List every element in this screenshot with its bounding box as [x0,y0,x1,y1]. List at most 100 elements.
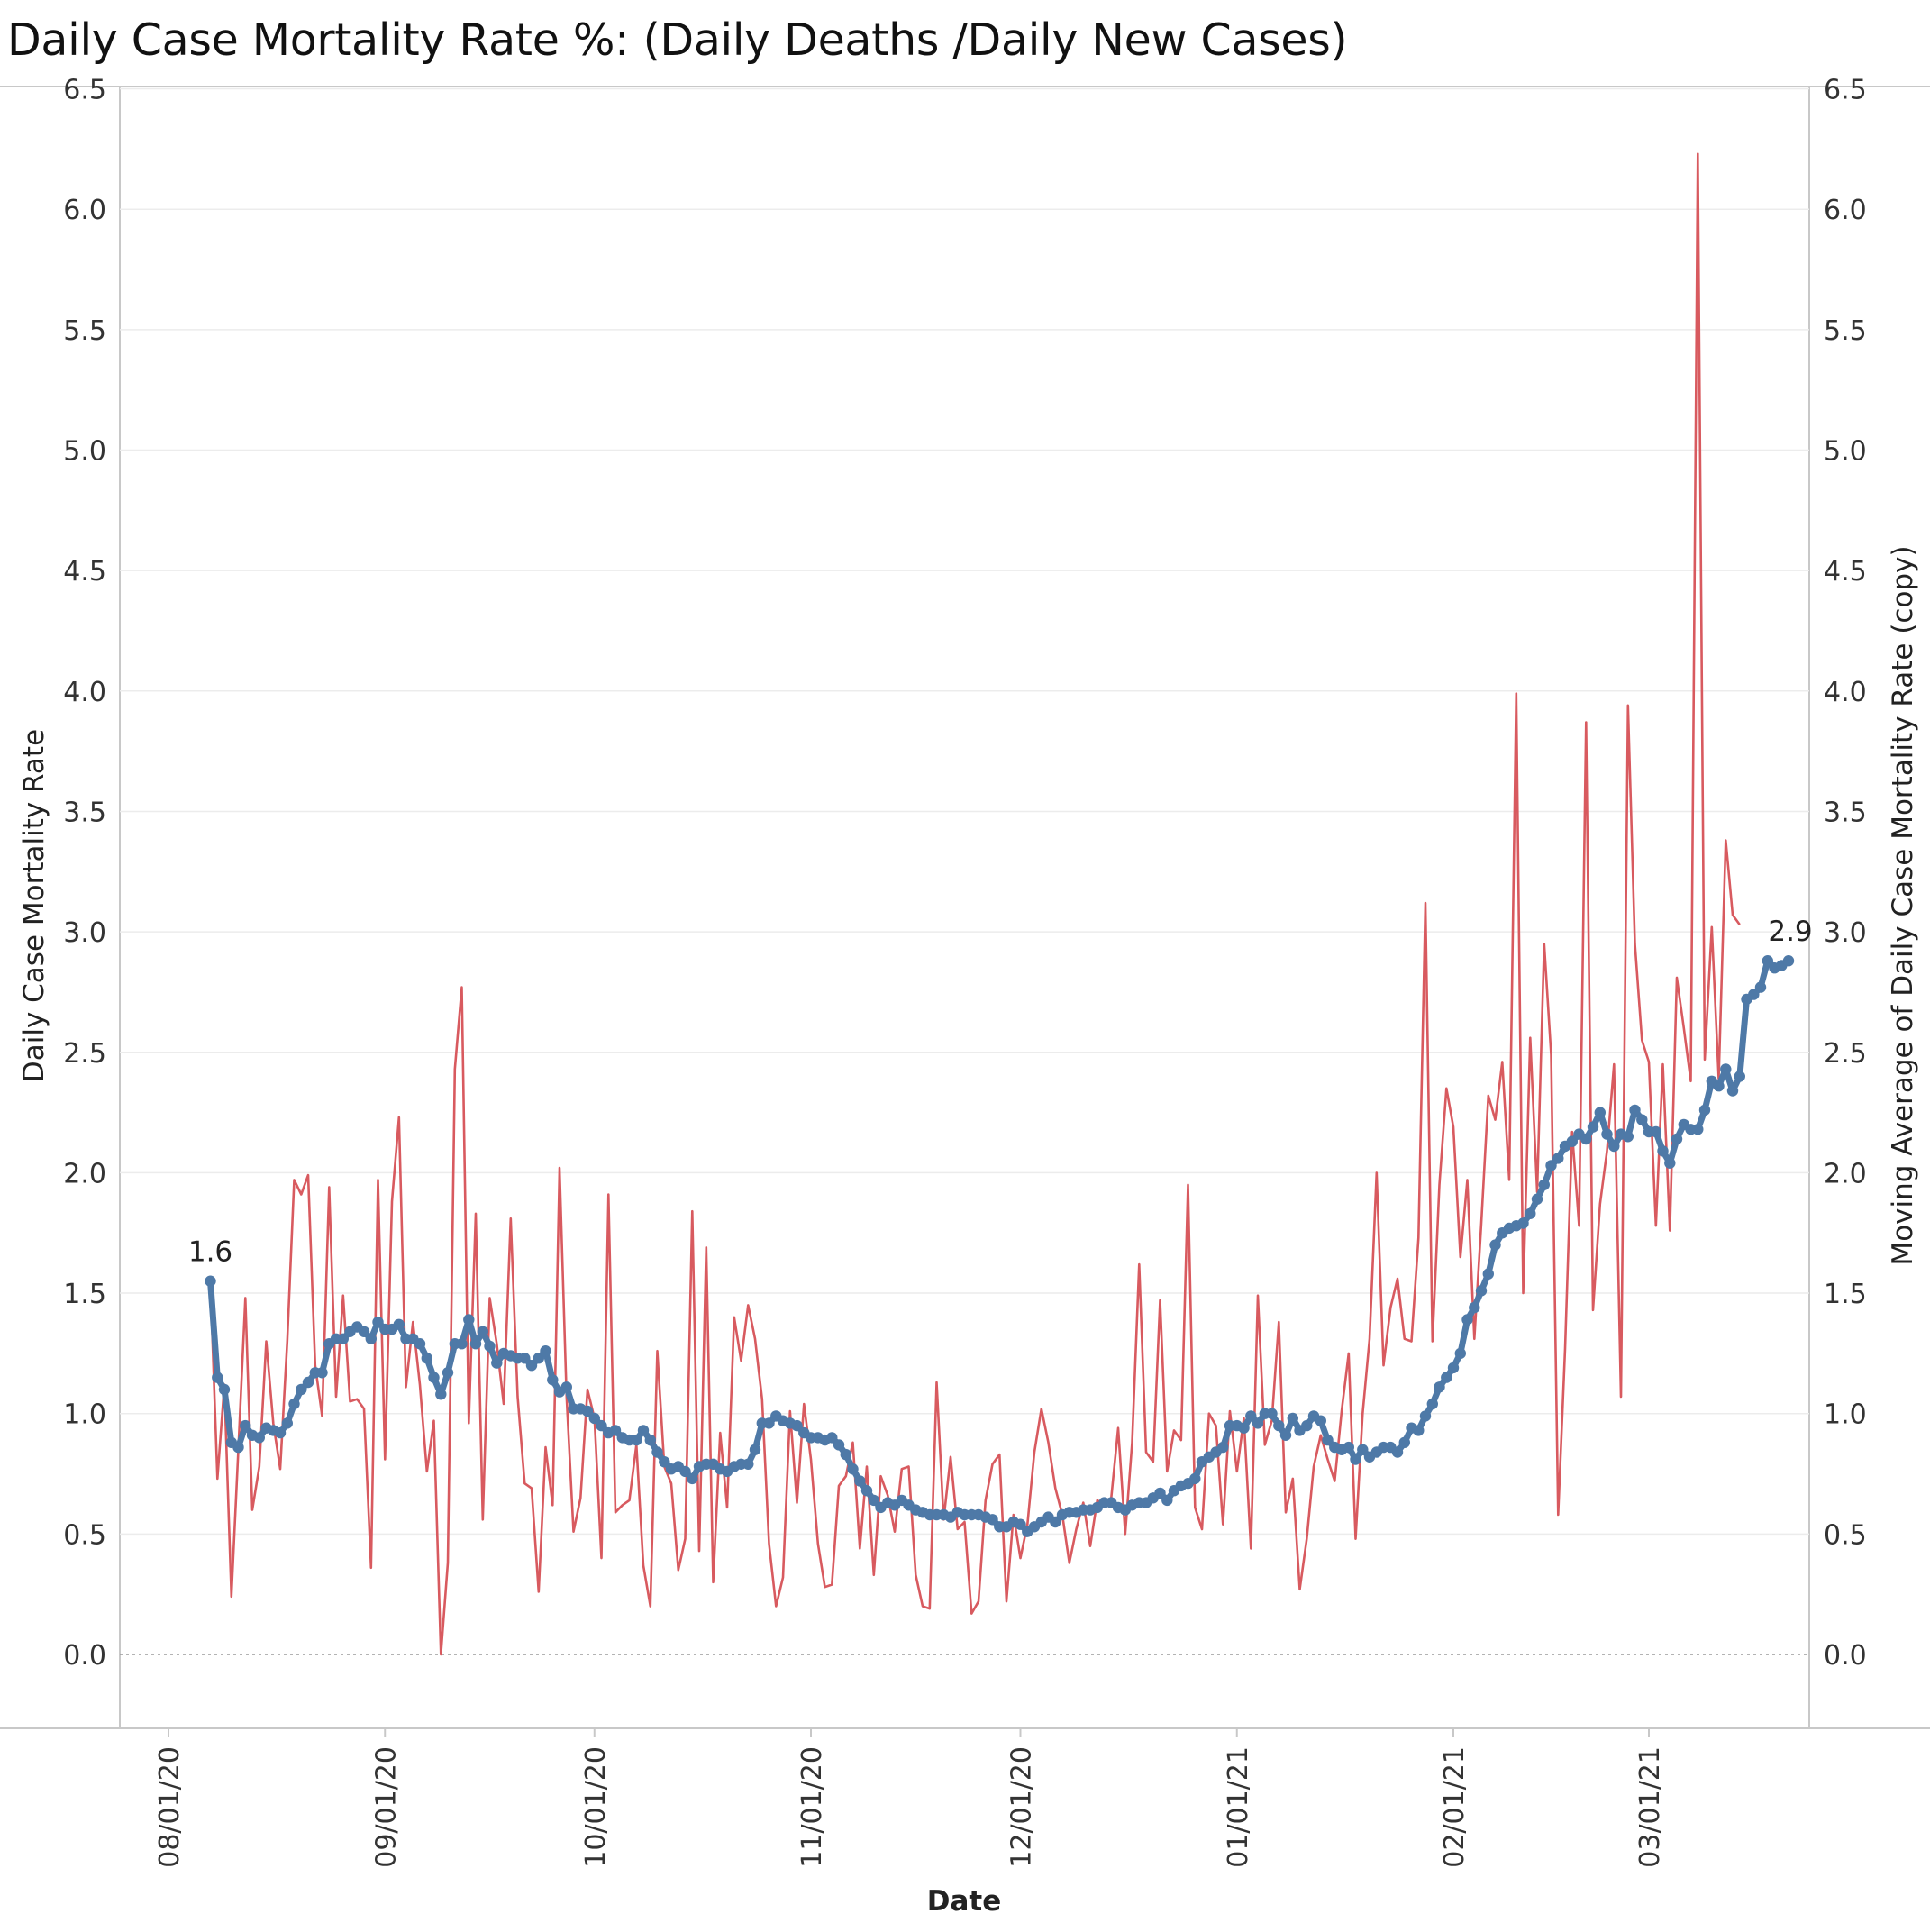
x-tick-label: 12/01/20 [1006,1746,1038,1868]
chart-frame [0,86,1930,1729]
y-tick-label-left: 5.5 [63,315,106,347]
moving-average-point [1419,1410,1432,1422]
moving-average-point [240,1419,251,1432]
y-tick-label-right: 2.5 [1824,1038,1867,1070]
moving-average-point [1391,1446,1404,1458]
moving-average-point [1426,1398,1439,1410]
moving-average-point [1552,1153,1564,1164]
moving-average-point [1343,1441,1355,1454]
moving-average-point [302,1376,314,1389]
data-label: 2.9 [1768,916,1812,948]
moving-average-point [1734,1071,1746,1082]
moving-average-point [1266,1408,1278,1419]
moving-average-point [1580,1133,1592,1145]
moving-average-point [1517,1217,1529,1229]
moving-average-point [435,1389,447,1400]
moving-average-point [826,1432,838,1444]
moving-average-point [1782,955,1795,967]
y-tick-label-left: 1.0 [63,1399,106,1431]
x-tick-label: 11/01/20 [797,1746,828,1868]
moving-average-point [749,1444,761,1456]
moving-average-point [358,1326,370,1338]
moving-average-point [1726,1085,1739,1097]
moving-average-point [218,1383,231,1396]
moving-average-point [763,1417,775,1429]
moving-average-point [1698,1104,1711,1116]
moving-average-point [1398,1436,1411,1449]
moving-average-point [588,1412,600,1425]
moving-average-point [393,1318,405,1331]
x-tick-label: 01/01/21 [1223,1746,1254,1868]
moving-average-point [316,1367,328,1379]
moving-average-point [442,1367,454,1379]
moving-average-point [525,1360,538,1372]
moving-average-point [1434,1381,1445,1393]
moving-average-point [687,1472,698,1485]
moving-average-point [1566,1135,1579,1147]
moving-average-point [1671,1133,1683,1145]
moving-average-point [868,1494,879,1507]
moving-average-point [1608,1140,1620,1153]
y-tick-label-right: 1.0 [1824,1399,1867,1431]
moving-average-point [1692,1124,1704,1135]
y-tick-label-right: 6.5 [1824,75,1867,106]
moving-average-point [659,1456,670,1468]
y-tick-label-right: 3.5 [1824,797,1867,828]
moving-average-point [854,1475,866,1487]
moving-average-point [1720,1063,1732,1075]
moving-average-point [477,1326,488,1338]
moving-average-point [253,1432,265,1444]
y-tick-label-left: 2.0 [63,1158,106,1189]
x-tick-label: 09/01/20 [370,1746,402,1868]
moving-average-point [1050,1516,1061,1528]
moving-average-point [1531,1193,1543,1206]
moving-average-point [519,1353,531,1364]
chart-title: Daily Case Mortality Rate %: (Daily Deat… [7,14,1348,66]
y-tick-label-right: 5.0 [1824,436,1867,468]
moving-average-point [742,1458,754,1471]
moving-average-point [1413,1425,1425,1436]
moving-average-point [1482,1268,1495,1280]
moving-average-point [651,1446,663,1458]
y-tick-label-right: 0.5 [1824,1519,1867,1551]
y-tick-label-right: 2.0 [1824,1158,1867,1189]
moving-average-point [547,1374,559,1386]
y-tick-label-left: 5.0 [63,436,106,468]
moving-average-point [469,1338,482,1350]
y-axis-right: 0.0 0.5 1.0 1.5 2.0 2.5 3.0 3.5 4.0 4.5 5.0 5.5 6.0 6… [1824,75,1867,1672]
moving-average-point [1301,1419,1313,1432]
x-axis: 08/01/20 09/01/20 10/01/20 11/01/20 12/01/20… [154,1728,1666,1868]
moving-average-point [1217,1441,1229,1454]
moving-average-point [1245,1410,1257,1422]
moving-average-point [581,1405,594,1417]
moving-average-point [1441,1372,1452,1383]
y-tick-label-right: 4.5 [1824,556,1867,588]
moving-average-point [1273,1419,1285,1432]
moving-average-point [421,1353,432,1364]
moving-average-point [860,1485,873,1497]
moving-average-point [1015,1518,1026,1530]
y-tick-label-right: 3.0 [1824,917,1867,949]
moving-average-point [1754,981,1767,993]
moving-average-point [1748,989,1760,1000]
moving-average-point [1762,955,1774,967]
y-tick-label-left: 6.5 [63,75,106,106]
moving-average-point [533,1353,544,1364]
moving-average-point [609,1425,622,1436]
x-tick-label: 08/01/20 [154,1746,186,1868]
moving-average-point [428,1372,440,1383]
moving-average-point [1538,1179,1551,1191]
plot-series [205,152,1795,1656]
moving-average-point [274,1426,287,1439]
moving-average-point [987,1514,998,1526]
x-tick-label: 02/01/21 [1439,1746,1470,1868]
moving-average-point [596,1419,607,1432]
y-tick-label-left: 4.5 [63,556,106,588]
moving-average-point [1279,1429,1292,1442]
moving-average-point [212,1372,223,1383]
y-tick-label-left: 3.0 [63,917,106,949]
y-tick-label-right: 5.5 [1824,315,1867,347]
moving-average-point [1461,1314,1473,1326]
moving-average-point [833,1439,845,1451]
